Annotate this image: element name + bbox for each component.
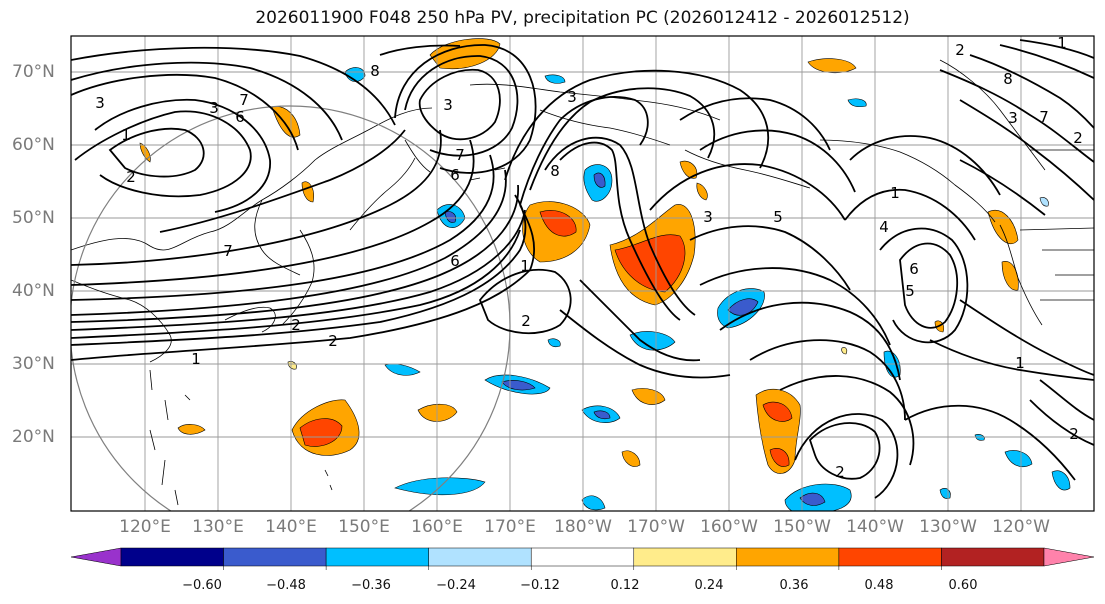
lon-label: 120°W: [992, 517, 1050, 537]
contour-label: 3: [703, 208, 713, 226]
contour-label: 5: [905, 282, 915, 300]
colorbar-tick-label: −0.60: [182, 578, 222, 593]
lon-label: 140°E: [265, 517, 317, 537]
lat-label: 40°N: [12, 281, 55, 301]
contour-label: 1: [1057, 34, 1067, 52]
contour-label: 3: [567, 88, 577, 106]
lon-label: 150°E: [338, 517, 390, 537]
contour-label: 2: [291, 316, 301, 334]
colorbar-extend-high: [1043, 547, 1095, 567]
contour-label: 2: [328, 332, 338, 350]
contour-label: 3: [443, 96, 453, 114]
lat-label: 30°N: [12, 354, 55, 374]
contour-label: 2: [835, 463, 845, 481]
lon-label: 170°W: [627, 517, 685, 537]
colorbar-segment: [736, 547, 840, 567]
colorbar-segment: [633, 547, 737, 567]
lon-label: 160°E: [411, 517, 463, 537]
contour-label: 6: [450, 166, 460, 184]
colorbar-tick-label: −0.36: [351, 578, 391, 593]
lon-label: 130°E: [192, 517, 244, 537]
contour-label: 2: [1069, 425, 1079, 443]
contour-label: 4: [879, 218, 889, 236]
contour-label: 1: [1015, 354, 1025, 372]
contour-label: 1: [121, 126, 131, 144]
contour-label: 7: [239, 91, 249, 109]
contour-label: 1: [520, 257, 530, 275]
colorbar-tick-label: −0.48: [266, 578, 306, 593]
pv-contours: [71, 39, 1094, 499]
colorbar-tick-label: 0.60: [948, 578, 978, 593]
lon-label: 170°E: [484, 517, 536, 537]
contour-label: 7: [223, 242, 233, 260]
colorbar-tick-label: −0.24: [436, 578, 476, 593]
contour-label: 3: [1008, 109, 1018, 127]
colorbar-tick-label: 0.12: [610, 578, 640, 593]
colorbar-segment: [120, 547, 224, 567]
contour-label: 2: [955, 41, 965, 59]
contour-label: 1: [191, 350, 201, 368]
colorbar-tick-label: −0.12: [520, 578, 560, 593]
contour-label: 6: [450, 252, 460, 270]
map-frame: [70, 35, 1095, 512]
contour-label: 8: [1003, 70, 1013, 88]
contour-label: 1: [890, 184, 900, 202]
lat-label: 60°N: [12, 135, 55, 155]
contour-label: 7: [1039, 108, 1049, 126]
lat-label: 20°N: [12, 427, 55, 447]
contour-label: 2: [1073, 129, 1083, 147]
lat-label: 50°N: [12, 208, 55, 228]
colorbar-tick-label: 0.36: [779, 578, 809, 593]
lat-label: 70°N: [12, 62, 55, 82]
lon-label: 150°W: [773, 517, 831, 537]
lon-label: 180°W: [554, 517, 612, 537]
contour-label: 2: [126, 168, 136, 186]
area-circle: [71, 105, 511, 511]
contour-label: 2: [521, 312, 531, 330]
contour-labels: 3 3 1 2 6 7 8 7 3 2 2 6 7 6 8 3 1 2 3 1 …: [95, 34, 1083, 481]
contour-label: 7: [455, 146, 465, 164]
colorbar-tick-label: 0.24: [694, 578, 724, 593]
lon-label: 140°W: [846, 517, 904, 537]
colorbar: [70, 547, 1095, 570]
colorbar-extend-low: [70, 547, 122, 567]
contour-label: 6: [235, 108, 245, 126]
contour-label: 8: [370, 62, 380, 80]
colorbar-segment: [223, 547, 327, 567]
colorbar-segment: [325, 547, 429, 567]
colorbar-segment: [428, 547, 532, 567]
colorbar-segment: [838, 547, 942, 567]
contour-label: 6: [909, 260, 919, 278]
contour-label: 3: [95, 94, 105, 112]
contour-label: 3: [209, 99, 219, 117]
contour-label: 8: [550, 162, 560, 180]
graticule: [71, 36, 1094, 511]
lon-label: 130°W: [919, 517, 977, 537]
coastlines: [71, 59, 1094, 506]
map-title: 2026011900 F048 250 hPa PV, precipitatio…: [255, 8, 910, 28]
colorbar-segment: [941, 547, 1045, 567]
contour-label: 5: [773, 208, 783, 226]
lon-label: 160°W: [700, 517, 758, 537]
colorbar-tick-label: 0.48: [864, 578, 894, 593]
lon-label: 120°E: [119, 517, 171, 537]
colorbar-segment: [530, 547, 635, 567]
